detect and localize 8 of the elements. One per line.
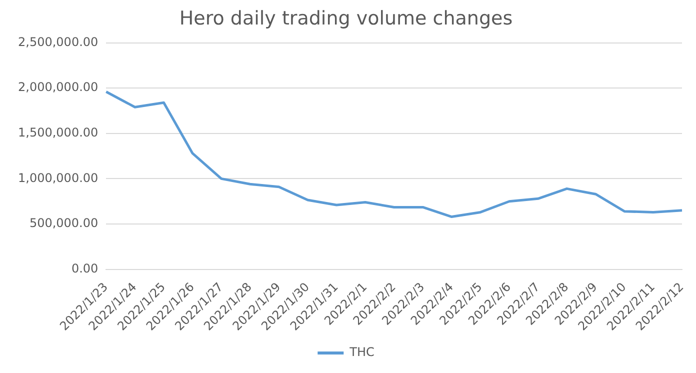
y-tick-label: 1,500,000.00 xyxy=(18,126,98,140)
y-tick-label: 2,000,000.00 xyxy=(18,80,98,94)
y-tick-label: 2,500,000.00 xyxy=(18,34,98,49)
chart-title: Hero daily trading volume changes xyxy=(179,7,513,30)
y-tick-label: 500,000.00 xyxy=(29,216,98,230)
legend-label: THC xyxy=(348,345,374,360)
y-tick-label: 0.00 xyxy=(71,261,98,276)
y-tick-label: 1,000,000.00 xyxy=(18,170,98,185)
